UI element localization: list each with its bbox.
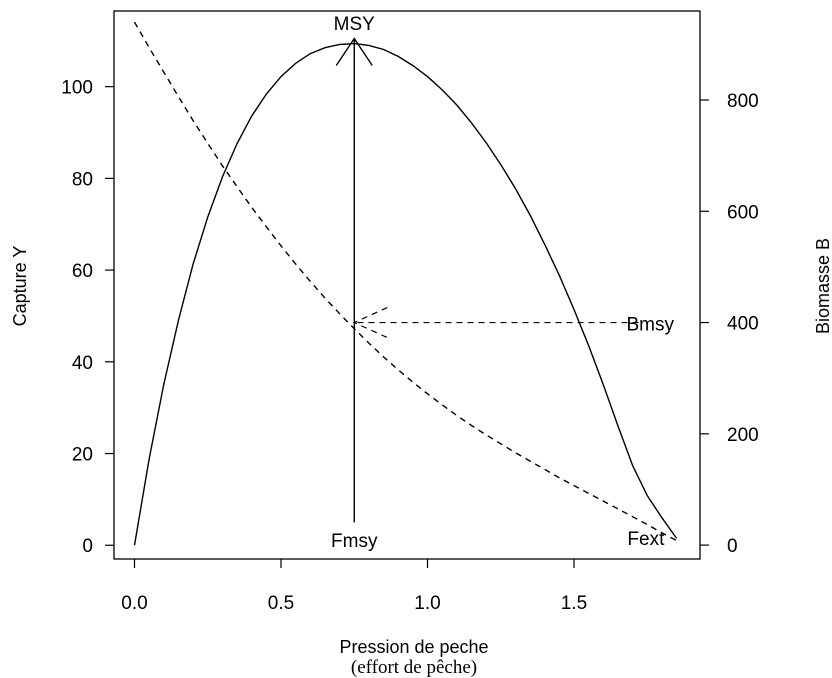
y-left-tick-label: 60 [72, 261, 93, 282]
y-left-tick-label: 0 [82, 536, 93, 557]
series-layer [133, 21, 678, 546]
y-left-tick-label: 20 [72, 445, 93, 466]
plot-frame [113, 10, 701, 560]
catch-curve [133, 42, 678, 546]
msy-label: MSY [334, 14, 376, 35]
y-right-tick-label: 200 [727, 425, 759, 446]
y-left-axis: 0 20 40 60 80 100 [61, 78, 114, 557]
annotation-layer: MSY Fmsy Bmsy Fext [331, 14, 674, 552]
y-left-tick-label: 80 [72, 169, 93, 190]
y-right-axis: 0 200 400 600 800 [700, 91, 759, 557]
y-left-tick-label: 40 [72, 353, 93, 374]
x-tick-label: 0.0 [121, 593, 147, 614]
y-left-tick-label: 100 [61, 78, 93, 99]
y-right-tick-label: 400 [727, 314, 759, 335]
arrow-layer [335, 37, 639, 523]
x-axis: 0.0 0.5 1.0 1.5 [121, 559, 587, 614]
bmsy-label: Bmsy [626, 315, 674, 336]
x-tick-label: 1.0 [414, 593, 440, 614]
x-tick-label: 0.5 [268, 593, 294, 614]
fext-label: Fext [627, 529, 665, 550]
fmsy-label: Fmsy [331, 531, 378, 552]
x-axis-title-line2: (effort de pêche) [351, 657, 477, 678]
y-right-tick-label: 0 [727, 536, 738, 557]
y-right-axis-title: Biomasse B [813, 238, 832, 334]
msy-arrow-head [335, 37, 373, 66]
y-right-tick-label: 600 [727, 202, 759, 223]
x-axis-title: Pression de peche [339, 637, 488, 657]
y-right-tick-label: 800 [727, 91, 759, 112]
bmsy-arrow-head [352, 307, 388, 339]
x-tick-label: 1.5 [561, 593, 587, 614]
biomass-curve [133, 21, 677, 542]
y-left-axis-title: Capture Y [10, 246, 30, 327]
